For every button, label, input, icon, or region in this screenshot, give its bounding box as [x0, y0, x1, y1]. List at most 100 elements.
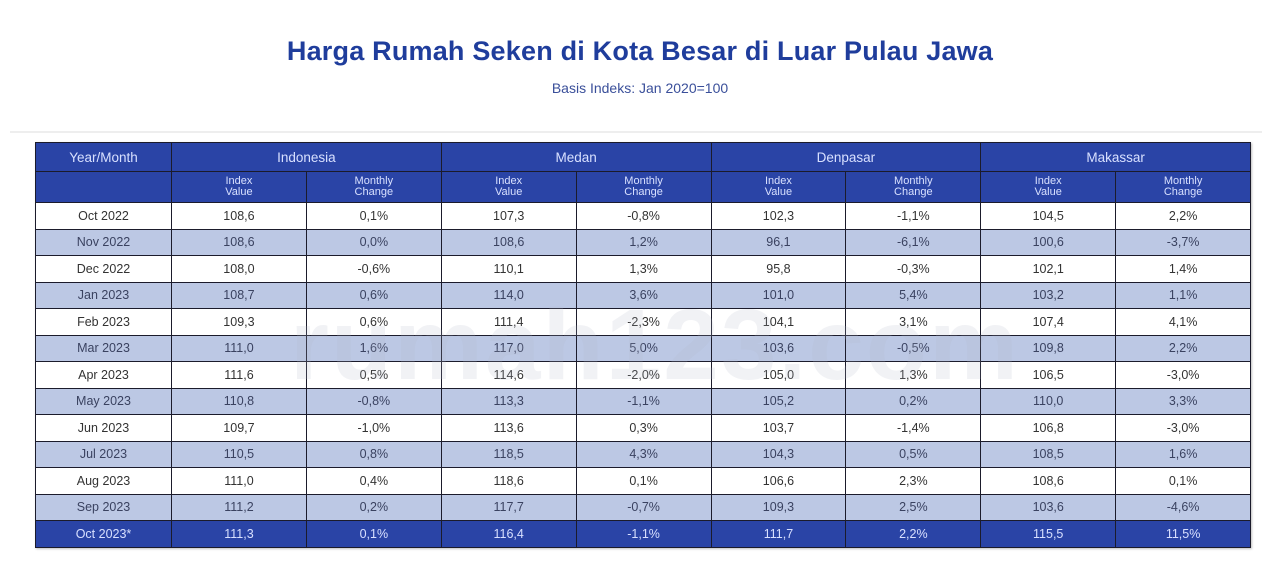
divider — [10, 131, 1262, 133]
cell-monthly-change: -2,3% — [575, 308, 712, 336]
header-city-makassar: Makassar — [980, 142, 1252, 172]
header-monthly-change: Monthly Change — [1115, 171, 1252, 203]
cell-index-value: 105,2 — [710, 387, 847, 415]
cell-index-value: 106,6 — [710, 467, 847, 495]
table-body: Oct 2022 108,6 0,1% 107,3 -0,8% 102,3 -1,1% 104… — [35, 202, 1252, 548]
cell-index-value: 108,6 — [440, 228, 577, 256]
cell-index-value: 110,0 — [980, 387, 1117, 415]
cell-monthly-change: -4,6% — [1115, 493, 1252, 521]
cell-monthly-change: -3,7% — [1115, 228, 1252, 256]
table-row: May 2023 110,8 -0,8% 113,3 -1,1% 105,2 0,2% 110… — [35, 387, 1252, 415]
cell-monthly-change: 0,8% — [305, 440, 442, 468]
table-row: Nov 2022 108,6 0,0% 108,6 1,2% 96,1 -6,1% 100,6… — [35, 228, 1252, 256]
cell-monthly-change: -1,1% — [845, 202, 982, 230]
cell-index-value: 95,8 — [710, 255, 847, 283]
cell-monthly-change: 0,2% — [305, 493, 442, 521]
cell-monthly-change: 0,5% — [305, 361, 442, 389]
cell-index-value: 109,8 — [980, 334, 1117, 362]
cell-index-value: 114,6 — [440, 361, 577, 389]
header-label-part: Monthly — [624, 175, 663, 187]
cell-index-value: 108,5 — [980, 440, 1117, 468]
cell-index-value: 116,4 — [440, 520, 577, 548]
header-label-part: Value — [225, 186, 253, 198]
cell-monthly-change: 1,3% — [845, 361, 982, 389]
cell-monthly-change: 3,1% — [845, 308, 982, 336]
header-label-part: Monthly — [894, 175, 933, 187]
cell-index-value: 111,0 — [171, 334, 307, 362]
cell-index-value: 111,3 — [171, 520, 307, 548]
table-row: Dec 2022 108,0 -0,6% 110,1 1,3% 95,8 -0,3% 102,… — [35, 255, 1252, 283]
cell-month: Apr 2023 — [35, 361, 172, 389]
price-index-table-container: Year/Month Indonesia Medan Denpasar Maka… — [35, 142, 1252, 548]
header-label-part: Index — [764, 175, 792, 187]
header-monthly-change: Monthly Change — [575, 171, 712, 203]
cell-monthly-change: -1,1% — [575, 387, 712, 415]
cell-monthly-change: 0,1% — [305, 202, 442, 230]
cell-index-value: 104,3 — [710, 440, 847, 468]
cell-monthly-change: -0,8% — [575, 202, 712, 230]
cell-monthly-change: 5,0% — [575, 334, 712, 362]
cell-index-value: 106,8 — [980, 414, 1117, 442]
table-row: Oct 2023* 111,3 0,1% 116,4 -1,1% 111,7 2,2% 115… — [35, 520, 1252, 548]
header-label-part: Change — [624, 186, 663, 198]
cell-month: Mar 2023 — [35, 334, 172, 362]
cell-index-value: 104,5 — [980, 202, 1117, 230]
cell-monthly-change: -3,0% — [1115, 361, 1252, 389]
cell-monthly-change: 1,3% — [575, 255, 712, 283]
header-label-part: Change — [1163, 186, 1203, 198]
table-row: Oct 2022 108,6 0,1% 107,3 -0,8% 102,3 -1,1% 104… — [35, 202, 1252, 230]
table-row: Jul 2023 110,5 0,8% 118,5 4,3% 104,3 0,5% 108,5… — [35, 440, 1252, 468]
header-label-part: Change — [354, 186, 394, 198]
cell-month: Sep 2023 — [35, 493, 172, 521]
cell-monthly-change: -1,4% — [845, 414, 982, 442]
cell-index-value: 109,3 — [171, 308, 307, 336]
cell-index-value: 111,7 — [710, 520, 847, 548]
cell-index-value: 102,1 — [980, 255, 1117, 283]
cell-monthly-change: -1,0% — [305, 414, 442, 442]
cell-monthly-change: -0,7% — [575, 493, 712, 521]
cell-month: Oct 2022 — [35, 202, 172, 230]
header-city-denpasar: Denpasar — [710, 142, 982, 172]
table-row: Sep 2023 111,2 0,2% 117,7 -0,7% 109,3 2,5% 103,… — [35, 493, 1252, 521]
cell-month: Jun 2023 — [35, 414, 172, 442]
table-row: Mar 2023 111,0 1,6% 117,0 5,0% 103,6 -0,5% 109,… — [35, 334, 1252, 362]
cell-month: Nov 2022 — [35, 228, 172, 256]
cell-month: Jan 2023 — [35, 281, 172, 309]
header-label-part: Change — [894, 186, 933, 198]
cell-index-value: 113,3 — [440, 387, 577, 415]
cell-monthly-change: 11,5% — [1115, 520, 1252, 548]
header-label-part: Index — [225, 175, 253, 187]
cell-monthly-change: 2,2% — [1115, 202, 1252, 230]
cell-month: Oct 2023* — [35, 520, 172, 548]
cell-index-value: 113,6 — [440, 414, 577, 442]
header-label-part: Monthly — [1163, 175, 1203, 187]
cell-index-value: 100,6 — [980, 228, 1117, 256]
cell-index-value: 118,6 — [440, 467, 577, 495]
cell-index-value: 108,6 — [171, 202, 307, 230]
table-row: Feb 2023 109,3 0,6% 111,4 -2,3% 104,1 3,1% 107,… — [35, 308, 1252, 336]
cell-index-value: 114,0 — [440, 281, 577, 309]
cell-index-value: 118,5 — [440, 440, 577, 468]
cell-index-value: 108,6 — [980, 467, 1117, 495]
cell-monthly-change: 3,3% — [1115, 387, 1252, 415]
header-label-part: Monthly — [354, 175, 394, 187]
cell-monthly-change: -6,1% — [845, 228, 982, 256]
cell-monthly-change: 1,6% — [305, 334, 442, 362]
cell-index-value: 111,4 — [440, 308, 577, 336]
cell-monthly-change: 3,6% — [575, 281, 712, 309]
cell-monthly-change: 0,1% — [575, 467, 712, 495]
cell-month: May 2023 — [35, 387, 172, 415]
cell-index-value: 117,0 — [440, 334, 577, 362]
cell-index-value: 111,6 — [171, 361, 307, 389]
header-index-value: Index Value — [171, 171, 307, 203]
cell-monthly-change: -1,1% — [575, 520, 712, 548]
header-label-part: Index — [495, 175, 523, 187]
cell-monthly-change: 2,2% — [1115, 334, 1252, 362]
cell-index-value: 107,3 — [440, 202, 577, 230]
cell-index-value: 115,5 — [980, 520, 1117, 548]
cell-monthly-change: 1,2% — [575, 228, 712, 256]
cell-monthly-change: -2,0% — [575, 361, 712, 389]
cell-index-value: 111,2 — [171, 493, 307, 521]
page-subtitle: Basis Indeks: Jan 2020=100 — [551, 80, 729, 96]
header-city-medan: Medan — [440, 142, 712, 172]
